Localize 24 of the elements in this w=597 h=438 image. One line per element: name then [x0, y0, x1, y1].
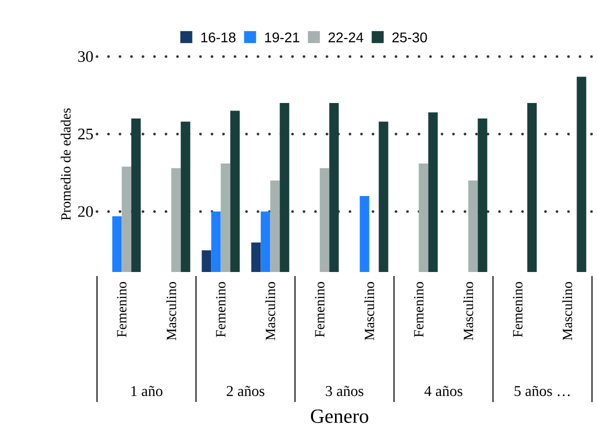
x-tick-label: Masculino [166, 282, 176, 340]
x-tick-label: Femenino [216, 282, 226, 338]
x-axis-title: Genero [310, 410, 368, 423]
legend-label: 16-18 [201, 32, 236, 42]
x-tick-label: Masculino [265, 282, 276, 340]
y-axis-title: Promedio de edades [60, 108, 71, 220]
text: 4 años [424, 386, 462, 396]
x-tick-label: Femenino [315, 282, 324, 338]
y-tick-label: 25 [78, 128, 93, 140]
text: 1 año [131, 386, 162, 396]
y-tick-label: 20 [78, 206, 93, 217]
text: 3 años [326, 386, 364, 396]
legend-label: 25-30 [392, 32, 427, 42]
x-tick-label: Masculino [562, 282, 572, 340]
x-tick-label: Masculino [364, 282, 374, 340]
legend-label: 19-21 [265, 32, 300, 42]
text: 5 años … [514, 386, 570, 396]
x-tick-label: Femenino [414, 282, 424, 338]
y-tick-label: 30 [78, 51, 93, 62]
text: 2 años [226, 386, 264, 396]
x-tick-label: Masculino [463, 282, 474, 340]
x-tick-label: Femenino [117, 282, 126, 338]
x-tick-label: Femenino [513, 282, 522, 338]
legend-label: 22-24 [328, 32, 364, 42]
